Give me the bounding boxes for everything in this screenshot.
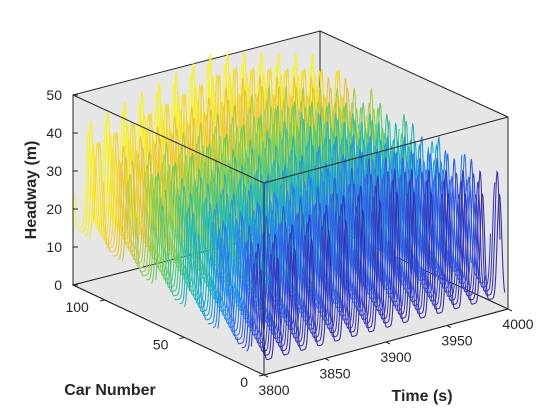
series-line-38 <box>255 167 501 356</box>
x-tick-label: 3850 <box>319 366 350 382</box>
x-tick-mark <box>507 308 513 312</box>
z-tick-label: 30 <box>46 163 62 179</box>
series-line-37 <box>250 178 496 352</box>
series-line-36 <box>246 192 492 352</box>
x-tick-label: 3950 <box>441 333 472 349</box>
y-tick-mark <box>99 299 105 302</box>
series-line-12 <box>131 85 377 269</box>
y-tick-label: 0 <box>240 374 248 390</box>
x-tick-label: 3900 <box>380 349 411 365</box>
x-tick-label: 3800 <box>258 382 289 398</box>
y-tick-mark <box>258 374 265 377</box>
z-tick-label: 10 <box>46 239 62 255</box>
y-axis-label: Car Number <box>64 382 156 399</box>
x-tick-mark <box>446 325 452 328</box>
x-tick-mark <box>263 374 269 378</box>
y-tick-label: 50 <box>153 337 169 353</box>
z-tick-label: 0 <box>54 277 62 293</box>
series-line-39 <box>260 191 506 361</box>
z-tick-label: 40 <box>46 125 62 141</box>
x-axis-label: Time (s) <box>391 388 452 405</box>
y-tick-label: 100 <box>65 299 89 315</box>
z-axis-label: Headway (m) <box>23 141 40 240</box>
x-tick-mark <box>324 358 330 361</box>
z-tick-label: 50 <box>46 87 62 103</box>
x-tick-mark <box>385 341 391 345</box>
z-tick-label: 20 <box>46 201 62 217</box>
y-tick-mark <box>179 337 185 339</box>
series-layer <box>74 52 506 361</box>
x-tick-label: 4000 <box>502 316 533 332</box>
